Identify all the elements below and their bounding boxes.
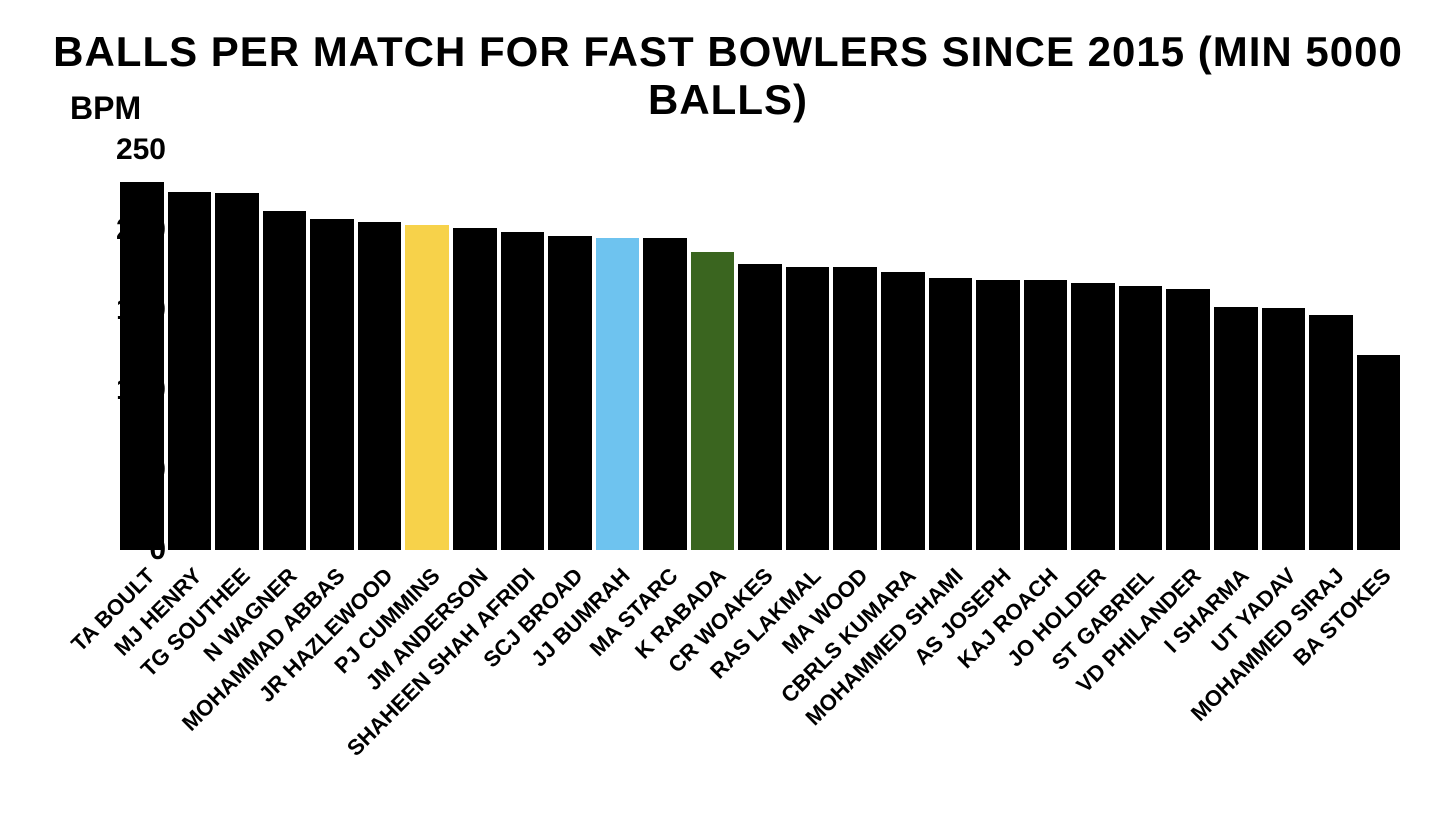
bar [405, 225, 449, 550]
bar [263, 211, 307, 550]
y-tick: 0 [86, 533, 166, 567]
bar [596, 238, 640, 550]
y-tick: 100 [86, 373, 166, 407]
bar [643, 238, 687, 550]
bar [1119, 286, 1163, 550]
bar [833, 267, 877, 550]
bar [881, 272, 925, 550]
bar [691, 252, 735, 550]
bar [501, 232, 545, 550]
bar [1166, 289, 1210, 550]
bar [786, 267, 830, 550]
bar [1357, 355, 1401, 550]
bar [453, 228, 497, 550]
bar [1309, 315, 1353, 550]
bar [738, 264, 782, 550]
y-tick: 250 [86, 133, 166, 167]
bar [215, 193, 259, 550]
bars-container [120, 150, 1400, 550]
bar [976, 280, 1020, 550]
bar [310, 219, 354, 550]
y-tick: 150 [86, 293, 166, 327]
y-axis-label: BPM [70, 90, 141, 127]
bar [358, 222, 402, 550]
bar [1024, 280, 1068, 550]
y-tick: 50 [86, 453, 166, 487]
bar [1071, 283, 1115, 550]
bar [548, 236, 592, 550]
bar [168, 192, 212, 550]
bar [929, 278, 973, 550]
y-tick: 200 [86, 213, 166, 247]
chart-title: Balls per match for fast bowlers since 2… [0, 28, 1456, 124]
bar [1262, 308, 1306, 550]
chart-plot-area [120, 150, 1400, 550]
bar [1214, 307, 1258, 550]
